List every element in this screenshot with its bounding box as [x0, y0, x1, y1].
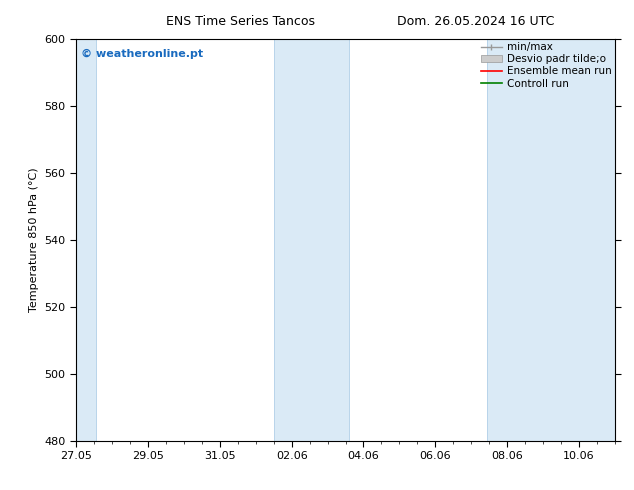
Bar: [74, 39, 96, 441]
Bar: [488, 39, 615, 441]
Text: © weatheronline.pt: © weatheronline.pt: [81, 49, 204, 59]
Text: ENS Time Series Tancos: ENS Time Series Tancos: [166, 15, 316, 28]
Y-axis label: Temperature 850 hPa (°C): Temperature 850 hPa (°C): [29, 168, 39, 313]
Bar: [274, 39, 349, 441]
Text: Dom. 26.05.2024 16 UTC: Dom. 26.05.2024 16 UTC: [397, 15, 554, 28]
Legend: min/max, Desvio padr tilde;o, Ensemble mean run, Controll run: min/max, Desvio padr tilde;o, Ensemble m…: [481, 42, 612, 89]
